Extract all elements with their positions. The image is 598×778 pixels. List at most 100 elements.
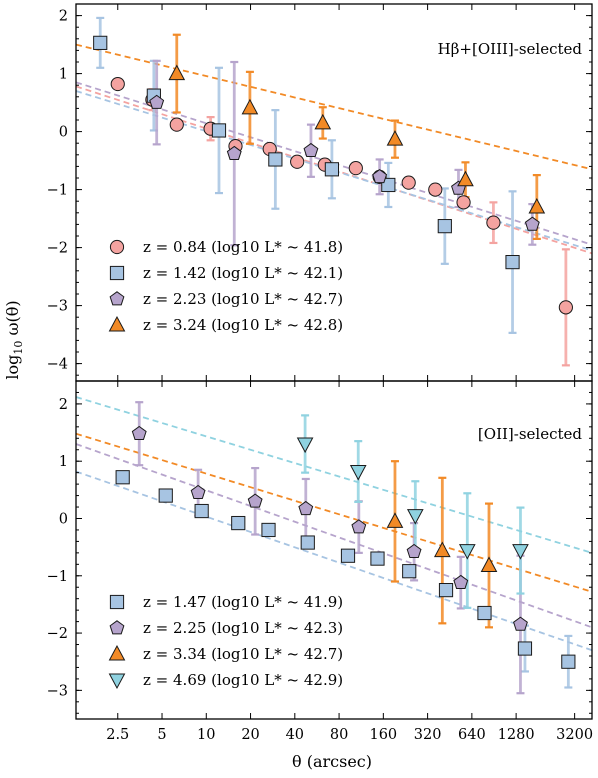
data-point xyxy=(437,219,452,234)
y-axis-label: log10 ω(θ) xyxy=(3,300,25,379)
data-point xyxy=(298,500,314,516)
y-tick-label: −4 xyxy=(47,357,68,373)
legend-entry: z = 1.42 (log10 L* ~ 42.1) xyxy=(143,264,343,282)
legend-entry: z = 2.23 (log10 L* ~ 42.7) xyxy=(143,290,343,308)
plot-area xyxy=(76,396,592,695)
data-point xyxy=(194,503,209,519)
y-tick-label: −1 xyxy=(47,569,68,585)
x-tick-label: 10 xyxy=(197,727,215,743)
legend-entry: z = 4.69 (log10 L* ~ 42.9) xyxy=(143,671,343,689)
data-point xyxy=(149,94,165,109)
data-point xyxy=(370,551,385,566)
y-tick-label: 0 xyxy=(59,511,68,527)
legend-entry: z = 3.24 (log10 L* ~ 42.8) xyxy=(143,316,343,334)
x-tick-label: 3200 xyxy=(556,727,593,743)
data-point xyxy=(386,512,404,528)
panel-title: Hβ+[OIII]-selected xyxy=(438,40,583,58)
y-tick-label: −1 xyxy=(47,183,68,199)
panel-title: [OII]-selected xyxy=(478,425,582,443)
data-point xyxy=(558,300,573,315)
axes-frame xyxy=(75,380,593,720)
x-tick-label: 5 xyxy=(157,727,166,743)
legend-marker xyxy=(109,239,125,255)
data-point xyxy=(458,544,476,560)
data-point xyxy=(247,493,263,508)
data-point xyxy=(457,170,474,187)
data-point xyxy=(351,519,367,534)
data-point xyxy=(190,484,206,500)
data-point xyxy=(303,142,319,158)
data-point xyxy=(168,64,186,81)
legend-marker xyxy=(109,291,125,306)
data-point xyxy=(477,605,492,621)
y-tick-label: 2 xyxy=(59,9,68,25)
data-point xyxy=(381,177,396,193)
data-point xyxy=(300,535,315,550)
panel-bottom: 210−1−2−32.5 5 10 20 40 80 160 320 640 1280 3200[O… xyxy=(47,380,593,743)
data-point xyxy=(268,152,283,167)
x-tick-label: 20 xyxy=(241,727,259,743)
data-point xyxy=(386,130,404,146)
data-point xyxy=(433,541,451,558)
legend-entry: z = 0.84 (log10 L* ~ 41.8) xyxy=(143,238,343,256)
y-tick-label: 1 xyxy=(59,454,68,470)
data-point xyxy=(428,182,443,197)
data-point xyxy=(226,145,242,160)
data-point xyxy=(340,548,356,563)
y-tick-label: 1 xyxy=(59,67,68,83)
data-point xyxy=(131,425,147,441)
data-point xyxy=(512,544,529,560)
fit-line-series-1 xyxy=(76,443,592,629)
data-point xyxy=(561,654,576,669)
legend-marker xyxy=(108,315,126,332)
legend-marker xyxy=(109,265,125,281)
data-point xyxy=(480,556,498,572)
plot-area xyxy=(76,16,592,367)
x-axis-label: θ (arcsec) xyxy=(292,752,372,771)
legend-marker xyxy=(109,594,125,610)
legend-marker xyxy=(108,644,126,661)
panel-top: 2 1 0 −1 −2 −3 −4 Hβ+[OIII]-selected z = 0.84 (l… xyxy=(47,3,593,382)
y-tick-label: −2 xyxy=(47,241,68,257)
x-tick-label: 1280 xyxy=(498,727,535,743)
data-point xyxy=(486,215,501,230)
data-point xyxy=(290,154,305,169)
x-tick-label: 640 xyxy=(458,727,486,743)
data-point xyxy=(505,255,520,270)
fit-line-series-2 xyxy=(76,432,592,593)
legend-entry: z = 3.34 (log10 L* ~ 42.7) xyxy=(143,645,343,663)
data-point xyxy=(513,616,528,631)
data-point xyxy=(169,117,184,132)
y-tick-label: 0 xyxy=(59,125,68,141)
legend-entry: z = 1.47 (log10 L* ~ 41.9) xyxy=(143,593,343,611)
data-point xyxy=(349,465,367,481)
y-tick-label: −3 xyxy=(47,683,68,699)
data-point xyxy=(517,641,533,656)
data-point xyxy=(438,583,454,598)
data-point xyxy=(401,175,416,190)
data-point xyxy=(456,195,471,210)
data-point xyxy=(406,509,424,525)
data-point xyxy=(241,98,259,115)
data-point xyxy=(296,437,314,454)
legend-marker xyxy=(109,620,125,635)
y-tick-label: −3 xyxy=(47,299,68,315)
data-point xyxy=(261,522,276,538)
data-point xyxy=(158,488,173,503)
data-point xyxy=(314,113,332,130)
x-tick-label: 160 xyxy=(369,727,397,743)
x-tick-label: 80 xyxy=(330,727,348,743)
data-point xyxy=(93,35,108,50)
y-tick-label: −2 xyxy=(47,626,68,642)
fit-line-series-3 xyxy=(76,396,592,554)
legend-marker xyxy=(108,673,126,690)
data-point xyxy=(348,161,363,176)
data-point xyxy=(524,216,540,231)
data-point xyxy=(231,515,246,531)
data-point xyxy=(402,564,417,579)
y-tick-label: 2 xyxy=(59,397,68,413)
fit-line-series-3 xyxy=(76,43,592,171)
data-point xyxy=(528,197,546,214)
x-tick-label: 40 xyxy=(286,727,304,743)
